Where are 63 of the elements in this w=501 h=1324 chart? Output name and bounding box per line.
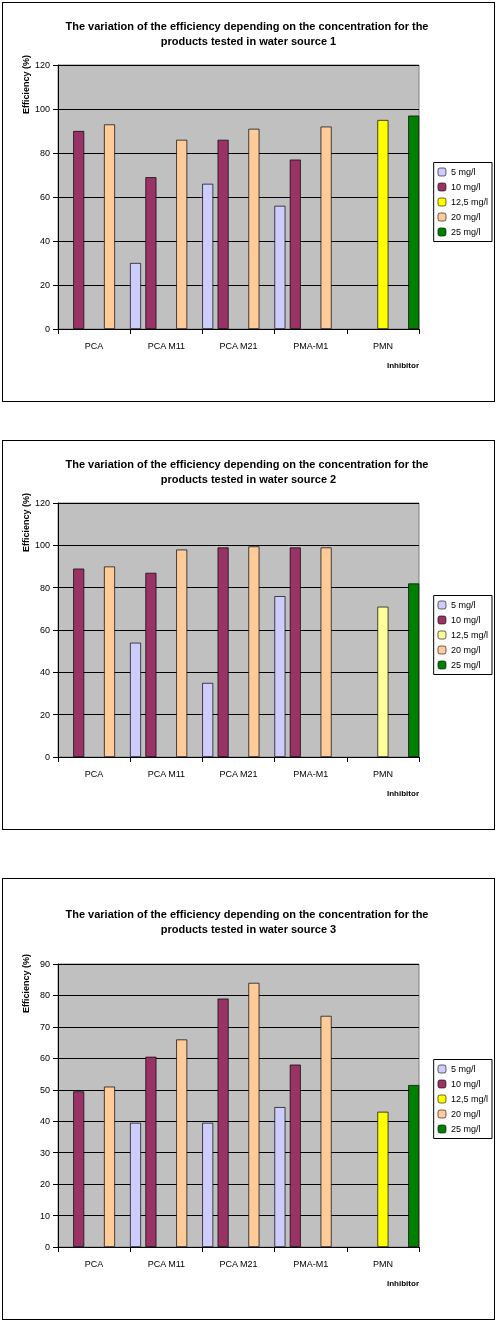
legend-label: 5 mg/l: [450, 1064, 476, 1074]
x-tick-label: PCA M21: [219, 1258, 258, 1269]
legend-label: 20 mg/l: [450, 212, 481, 222]
legend-label: 10 mg/l: [450, 615, 481, 625]
x-tick-label: PCA M11: [147, 768, 185, 779]
legend-label: 10 mg/l: [450, 182, 481, 192]
y-tick-label: 60: [39, 625, 50, 635]
y-tick-label: 120: [34, 498, 50, 508]
x-tick-label: PMN: [372, 340, 393, 351]
x-tick-label: PMN: [372, 1258, 393, 1269]
y-tick-label: 40: [39, 667, 50, 678]
legend-label: 12,5 mg/l: [450, 197, 489, 207]
y-tick-label: 0: [44, 752, 50, 762]
y-tick-label: 100: [34, 104, 50, 114]
y-axis-title: Efficiency (%): [20, 493, 31, 553]
x-tick-label: PCA M11: [147, 1258, 185, 1269]
legend-label: 25 mg/l: [450, 227, 481, 237]
x-tick-label: PMA-M1: [293, 340, 329, 351]
legend-label: 25 mg/l: [450, 660, 481, 670]
x-tick-label: PCA: [84, 340, 104, 351]
y-tick-label: 20: [39, 709, 50, 720]
y-tick-label: 120: [34, 60, 50, 70]
y-tick-label: 60: [39, 1053, 50, 1064]
x-axis-title: Inhibitor: [387, 1278, 419, 1288]
y-tick-label: 100: [34, 540, 50, 551]
x-tick-label: PCA: [84, 768, 104, 779]
y-axis-title: Efficiency (%): [20, 954, 31, 1014]
y-tick-label: 70: [39, 1021, 50, 1032]
legend-label: 10 mg/l: [450, 1079, 481, 1089]
x-axis-title: Inhibitor: [387, 360, 419, 370]
x-tick-label: PCA M11: [147, 340, 185, 351]
x-tick-label: PMN: [372, 768, 393, 779]
y-tick-label: 50: [39, 1084, 50, 1095]
y-tick-label: 40: [39, 1116, 50, 1127]
x-tick-label: PCA M21: [219, 340, 258, 351]
x-tick-label: PCA M21: [219, 768, 258, 779]
chart-title: The variation of the efficiency depending on the concentration for the products tested in water source 3: [65, 907, 432, 935]
y-tick-label: 0: [44, 324, 50, 334]
y-tick-label: 20: [39, 1179, 50, 1190]
y-tick-label: 0: [44, 1242, 50, 1252]
legend-label: 25 mg/l: [450, 1124, 481, 1134]
legend-label: 20 mg/l: [450, 1109, 481, 1119]
legend-label: 12,5 mg/l: [450, 1094, 489, 1104]
y-tick-label: 90: [39, 959, 50, 969]
y-tick-label: 20: [39, 280, 50, 290]
y-tick-label: 80: [39, 582, 50, 593]
chart-title: The variation of the efficiency depending on the concentration for the products tested in water source 1: [65, 19, 432, 47]
legend-label: 5 mg/l: [450, 600, 476, 610]
y-tick-label: 60: [39, 192, 50, 202]
chart-title: The variation of the efficiency depending on the concentration for the products tested in water source 2: [65, 457, 432, 485]
x-axis-title: Inhibitor: [387, 788, 419, 798]
y-tick-label: 80: [39, 990, 50, 1001]
y-tick-label: 40: [39, 236, 50, 246]
x-tick-label: PMA-M1: [293, 768, 329, 779]
x-tick-label: PCA: [84, 1258, 104, 1269]
legend-label: 20 mg/l: [450, 645, 481, 655]
y-tick-label: 10: [39, 1210, 50, 1221]
legend-label: 12,5 mg/l: [450, 630, 489, 640]
x-tick-label: PMA-M1: [293, 1258, 329, 1269]
legend-label: 5 mg/l: [450, 167, 476, 177]
y-axis-title: Efficiency (%): [20, 55, 31, 115]
y-tick-label: 80: [39, 148, 50, 158]
y-tick-label: 30: [39, 1147, 50, 1158]
